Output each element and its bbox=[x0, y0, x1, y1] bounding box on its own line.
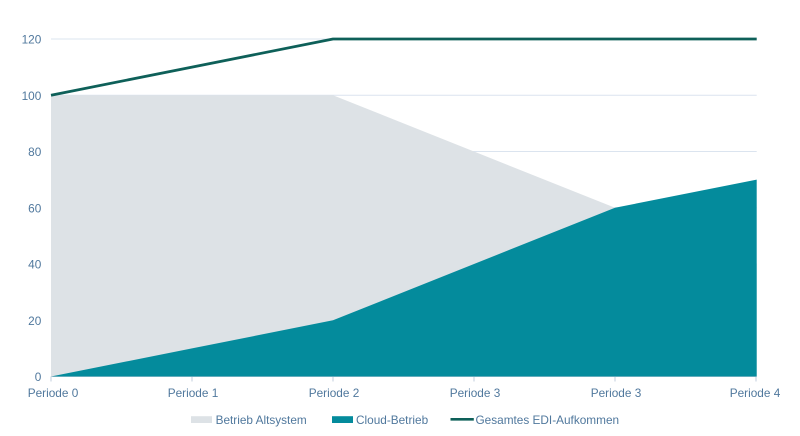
svg-text:Periode 4: Periode 4 bbox=[730, 386, 781, 400]
svg-text:Periode 2: Periode 2 bbox=[309, 386, 360, 400]
svg-text:Periode 0: Periode 0 bbox=[28, 386, 79, 400]
svg-text:Betrieb Altsystem: Betrieb Altsystem bbox=[216, 413, 307, 427]
svg-text:120: 120 bbox=[22, 33, 42, 47]
svg-text:Periode 3: Periode 3 bbox=[450, 386, 501, 400]
svg-text:Gesamtes EDI-Aufkommen: Gesamtes EDI-Aufkommen bbox=[476, 413, 620, 427]
svg-text:0: 0 bbox=[35, 370, 42, 384]
svg-text:Cloud-Betrieb: Cloud-Betrieb bbox=[356, 413, 429, 427]
svg-text:Periode 3: Periode 3 bbox=[591, 386, 642, 400]
svg-text:100: 100 bbox=[22, 89, 42, 103]
svg-text:20: 20 bbox=[28, 314, 42, 328]
svg-text:60: 60 bbox=[28, 201, 42, 215]
svg-text:40: 40 bbox=[28, 258, 42, 272]
svg-text:Periode 1: Periode 1 bbox=[168, 386, 219, 400]
svg-text:80: 80 bbox=[28, 145, 42, 159]
